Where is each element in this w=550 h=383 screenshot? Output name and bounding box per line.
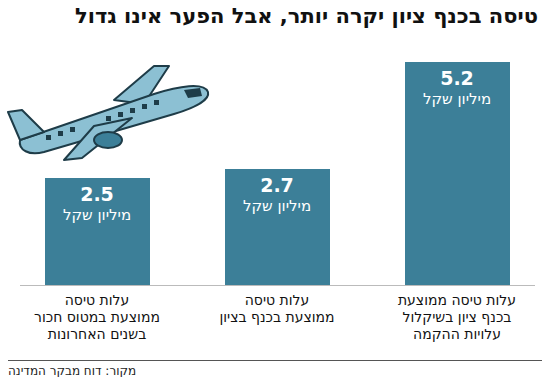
data-label-number: 5.2: [405, 68, 510, 89]
data-label: 2.5מיליון שקל: [45, 184, 150, 226]
baseline: [20, 285, 535, 286]
separator: [8, 360, 542, 361]
data-label: 2.7מיליון שקל: [225, 175, 330, 217]
category-label: עלות טיסה ממוצעת בכנף ציון בשיקלול עלויו…: [372, 292, 542, 343]
category-label: עלות טיסה ממוצעת במטוס חכור בשנים האחרונ…: [12, 292, 182, 343]
category-label: עלות טיסה ממוצעת בכנף בציון: [192, 292, 362, 326]
data-label-number: 2.7: [225, 175, 330, 196]
data-label: 5.2מיליון שקל: [405, 68, 510, 110]
title: טיסה בכנף ציון יקרה יותר, אבל הפער אינו …: [8, 4, 538, 28]
source: מקור: דוח מבקר המדינה: [8, 364, 136, 378]
data-label-unit: מיליון שקל: [45, 205, 150, 226]
data-label-unit: מיליון שקל: [405, 89, 510, 110]
data-label-number: 2.5: [45, 184, 150, 205]
plane-icon: [4, 52, 214, 162]
data-label-unit: מיליון שקל: [225, 196, 330, 217]
